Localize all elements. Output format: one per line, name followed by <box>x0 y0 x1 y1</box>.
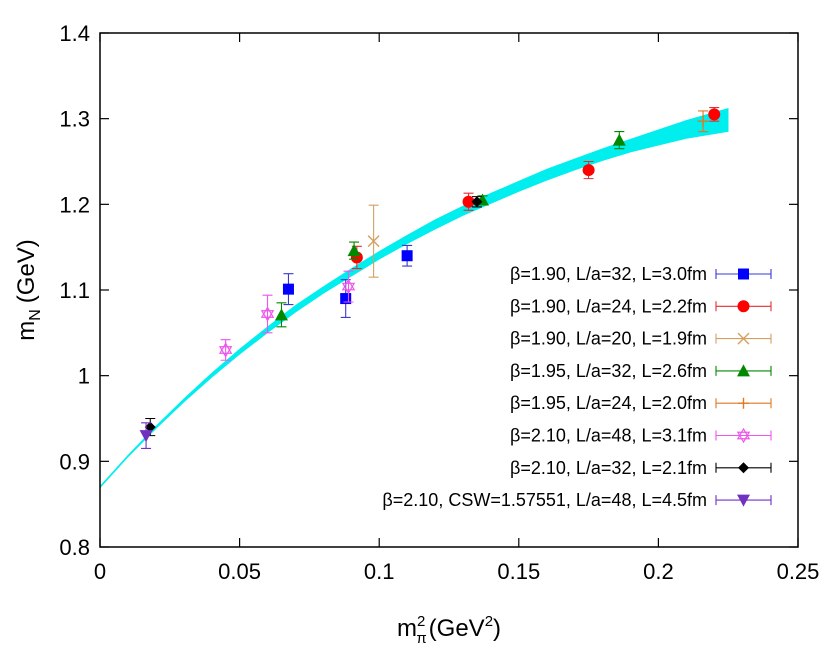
data-point <box>462 195 475 208</box>
series-8 <box>139 422 153 450</box>
y-axis-title-unit: (GeV) <box>13 239 40 303</box>
x-axis-title-unit-close: ) <box>493 615 501 642</box>
x-axis-title-base: m <box>397 615 417 642</box>
data-point <box>471 196 483 208</box>
x-axis-title-unit-sup: 2 <box>485 613 493 630</box>
data-point <box>697 115 709 127</box>
data-point <box>582 164 595 177</box>
legend-marker <box>738 397 749 409</box>
legend-label: β=1.95, L/a=32, L=2.6fm <box>510 361 707 381</box>
legend-label: β=2.10, L/a=32, L=2.1fm <box>510 458 707 478</box>
data-point <box>708 108 721 121</box>
series-5 <box>697 110 709 133</box>
x-axis-title-sup: 2 <box>417 613 425 630</box>
legend-item: β=2.10, CSW=1.57551, L/a=48, L=4.5fm <box>382 490 772 510</box>
legend-label: β=1.90, L/a=32, L=3.0fm <box>510 264 707 284</box>
x-tick-label: 0.25 <box>777 559 820 584</box>
legend: β=1.90, L/a=32, L=3.0fm β=1.90, L/a=24, L… <box>382 264 772 510</box>
data-points-layer <box>139 106 721 450</box>
data-point <box>347 244 361 257</box>
series-4 <box>274 130 626 328</box>
data-point <box>367 235 380 248</box>
series-6 <box>218 270 356 361</box>
x-axis-title-unit-open: (GeV <box>429 615 485 642</box>
x-tick-label: 0.1 <box>364 559 395 584</box>
y-tick-label: 0.8 <box>59 535 90 560</box>
legend-label: β=1.90, L/a=20, L=1.9fm <box>510 329 707 349</box>
legend-label: β=1.90, L/a=24, L=2.2fm <box>510 296 707 316</box>
legend-item: β=1.90, L/a=20, L=1.9fm <box>510 329 772 349</box>
data-point <box>341 278 356 295</box>
data-point <box>401 250 413 262</box>
y-tick-label: 1.1 <box>59 278 90 303</box>
y-axis-title: mN (GeV) <box>13 239 44 341</box>
series-3 <box>367 204 380 278</box>
legend-item: β=2.10, L/a=48, L=3.1fm <box>510 426 772 446</box>
x-tick-label: 0.15 <box>497 559 540 584</box>
data-point <box>612 133 626 146</box>
y-tick-label: 1.3 <box>59 107 90 132</box>
data-point <box>274 308 288 321</box>
y-axis-title-sub: N <box>27 309 44 321</box>
x-axis-title: m2 π(GeV2) <box>397 613 501 647</box>
legend-marker <box>738 268 749 280</box>
legend-item: β=2.10, L/a=32, L=2.1fm <box>510 458 772 478</box>
legend-item: β=1.95, L/a=32, L=2.6fm <box>510 361 772 381</box>
y-tick-label: 1 <box>78 364 90 389</box>
x-tick-label: 0 <box>94 559 106 584</box>
y-tick-label: 0.9 <box>59 449 90 474</box>
data-point <box>282 283 294 295</box>
data-point <box>340 293 352 305</box>
series-1 <box>282 244 413 318</box>
legend-marker <box>736 427 751 444</box>
y-axis-title-base: m <box>13 321 40 341</box>
error-bar <box>262 294 273 334</box>
legend-marker <box>737 300 750 313</box>
y-tick-label: 1.4 <box>59 21 90 46</box>
legend-item: β=1.90, L/a=24, L=2.2fm <box>510 296 772 316</box>
x-tick-label: 0.2 <box>643 559 674 584</box>
data-point <box>218 342 233 358</box>
legend-marker <box>737 494 750 507</box>
data-point <box>139 430 153 443</box>
error-bar <box>343 270 354 303</box>
legend-label: β=1.95, L/a=24, L=2.0fm <box>510 393 707 413</box>
y-tick-label: 1.2 <box>59 192 90 217</box>
legend-label: β=2.10, CSW=1.57551, L/a=48, L=4.5fm <box>382 490 707 510</box>
legend-error-bar <box>715 430 772 441</box>
data-point <box>144 421 156 433</box>
legend-label: β=2.10, L/a=48, L=3.1fm <box>510 426 707 446</box>
legend-marker <box>737 332 750 345</box>
legend-item: β=1.95, L/a=24, L=2.0fm <box>510 393 772 413</box>
legend-item: β=1.90, L/a=32, L=3.0fm <box>510 264 772 284</box>
data-point <box>260 306 275 322</box>
legend-marker <box>738 462 749 474</box>
axis-ticks-layer: 0 0.05 0.1 0.15 0.2 0.25 0.8 0.9 1 1.1 1.2 1.3 1.4 <box>59 21 819 584</box>
x-axis-title-sub: π <box>416 630 426 647</box>
x-tick-label: 0.05 <box>218 559 261 584</box>
legend-marker <box>737 364 750 377</box>
